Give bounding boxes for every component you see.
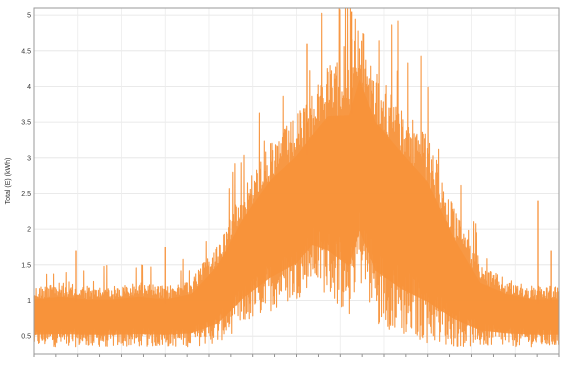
plot-area <box>33 7 560 348</box>
y-tick-label: 3 <box>27 155 31 162</box>
y-axis-title: Total (E) (kWh) <box>5 158 12 205</box>
y-tick-label: 4 <box>27 84 31 91</box>
series-core-band <box>34 79 559 335</box>
y-tick-label: 4.5 <box>21 48 31 55</box>
y-tick-label: 1.5 <box>21 262 31 269</box>
plot-frame <box>33 7 560 355</box>
y-tick-label: 0.5 <box>21 334 31 341</box>
axes: 0.5 1 1.5 2 2.5 3 3.5 4 4.5 5 <box>21 7 560 357</box>
y-tick-label: 5 <box>27 13 31 20</box>
series-line <box>33 7 560 348</box>
y-tick-label: 2.5 <box>21 191 31 198</box>
y-tick-label: 2 <box>27 227 31 234</box>
y-tick-label: 3.5 <box>21 120 31 127</box>
y-tick-label: 1 <box>27 298 31 305</box>
